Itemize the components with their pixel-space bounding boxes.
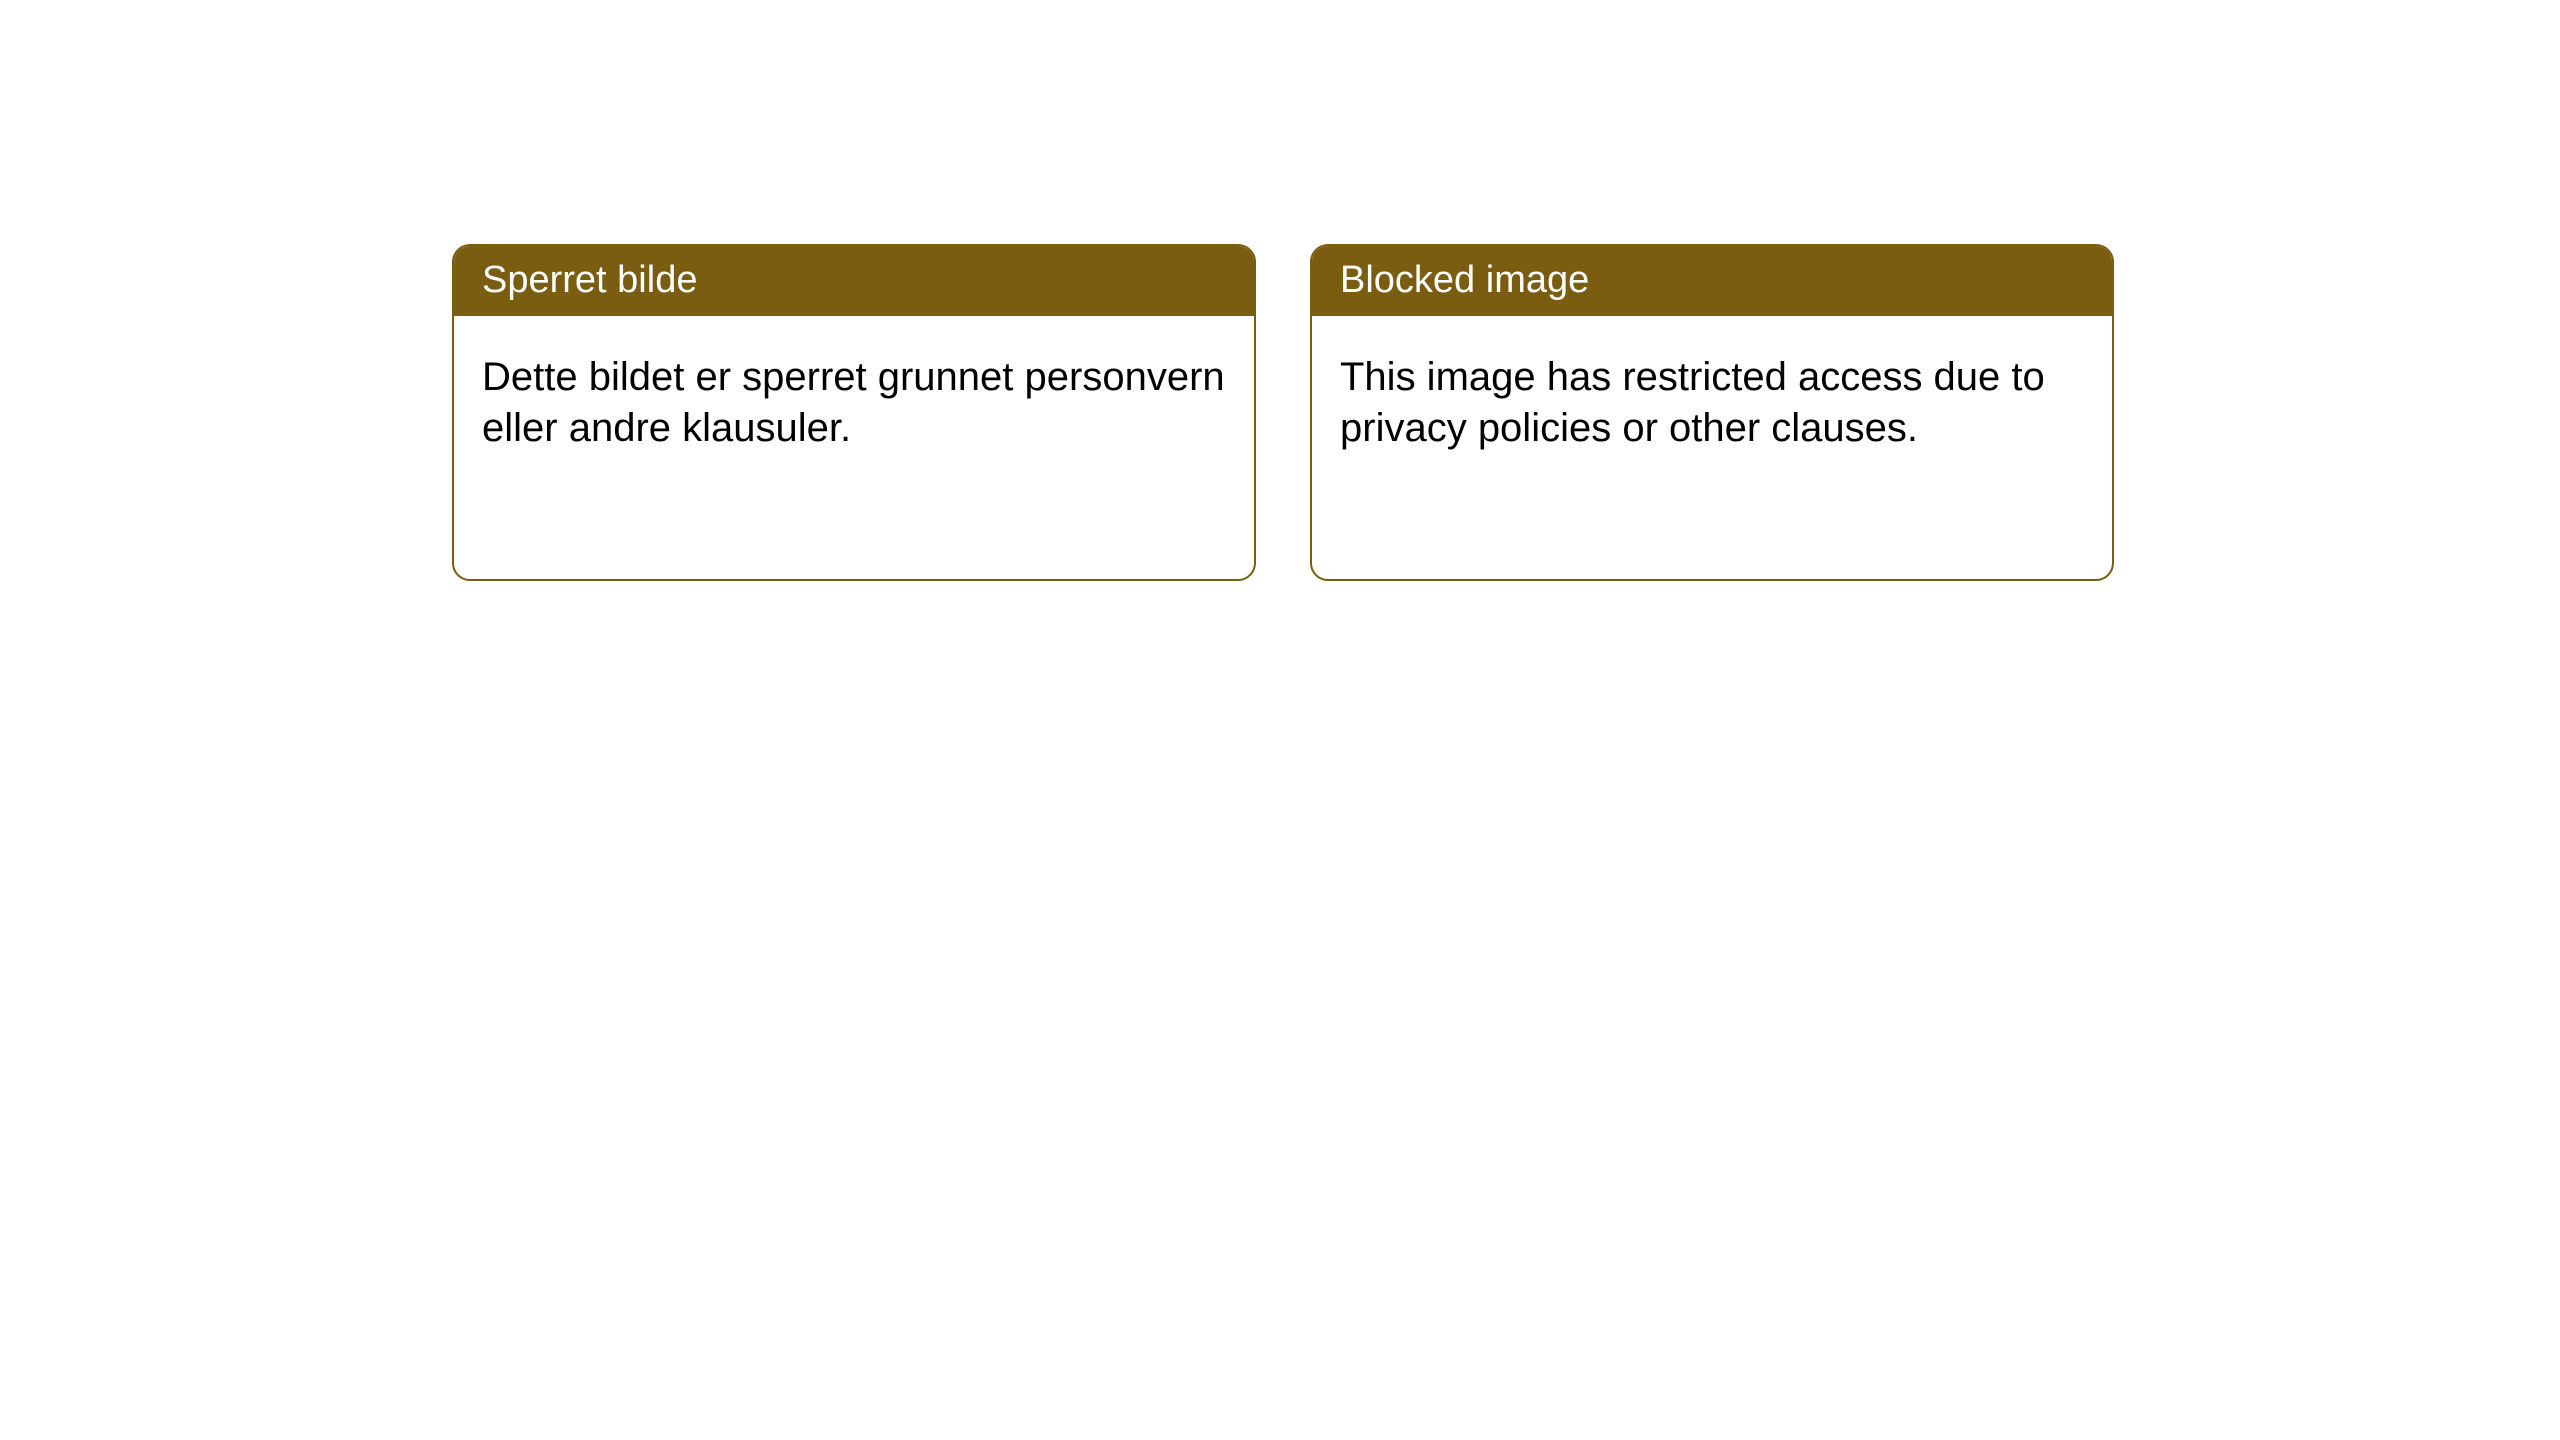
card-header-no: Sperret bilde	[454, 246, 1254, 316]
blocked-image-cards: Sperret bilde Dette bildet er sperret gr…	[452, 244, 2114, 581]
card-english: Blocked image This image has restricted …	[1310, 244, 2114, 581]
card-body-no: Dette bildet er sperret grunnet personve…	[454, 316, 1254, 490]
card-header-en: Blocked image	[1312, 246, 2112, 316]
card-norwegian: Sperret bilde Dette bildet er sperret gr…	[452, 244, 1256, 581]
card-body-en: This image has restricted access due to …	[1312, 316, 2112, 490]
